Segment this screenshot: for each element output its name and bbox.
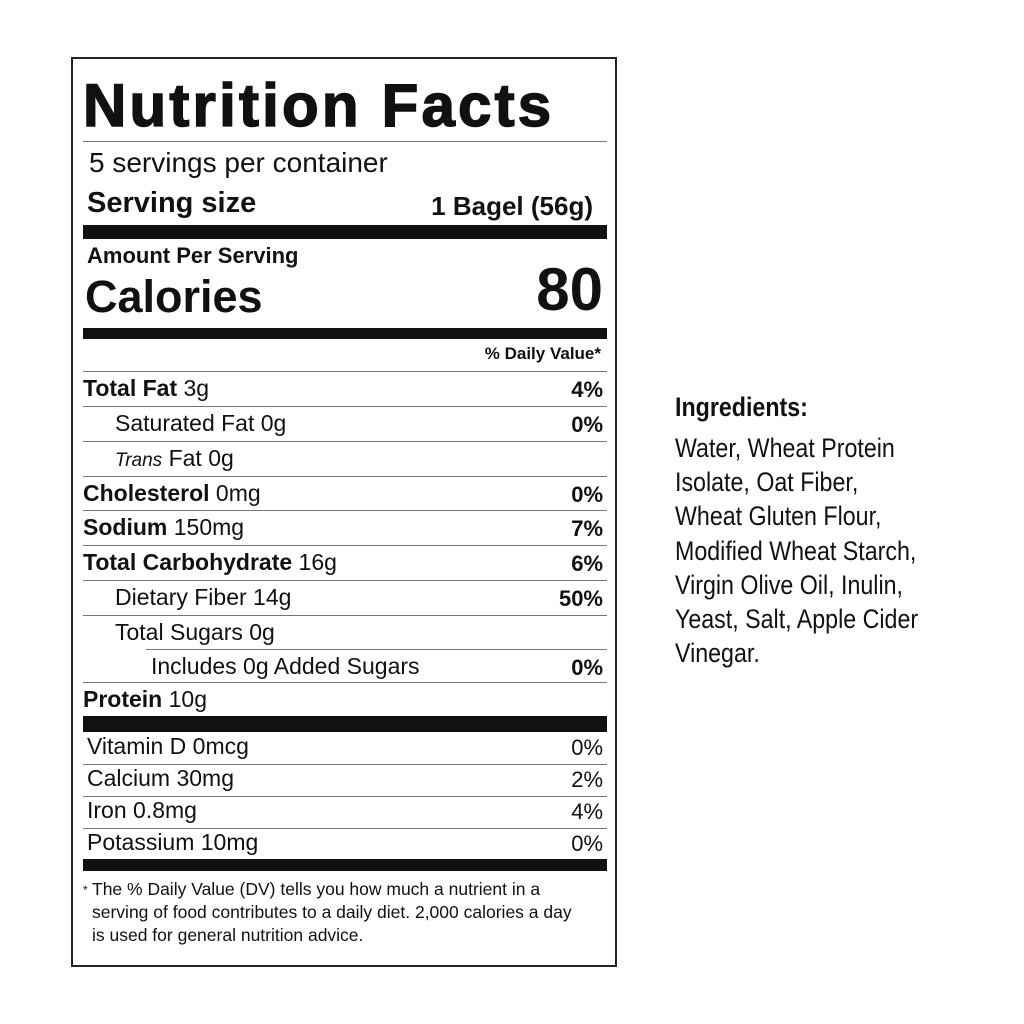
daily-value-header: % Daily Value* <box>484 344 601 363</box>
nutrient-name: Total Carbohydrate 16g <box>83 549 337 576</box>
calories-label: Calories <box>85 271 263 322</box>
nutrient-name: Cholesterol 0mg <box>83 480 261 507</box>
divider <box>83 476 607 477</box>
nutrient-name: Total Sugars 0g <box>115 619 275 646</box>
vitamin-name: Calcium 30mg <box>87 765 234 791</box>
nutrient-amount: 0g <box>260 410 287 436</box>
divider <box>83 682 607 683</box>
divider <box>146 649 607 650</box>
vitamin-row: Iron 0.8mg 4% <box>83 797 603 828</box>
divider <box>83 615 607 616</box>
daily-value-percent: 0% <box>571 412 603 437</box>
ingredients-line: Water, Wheat Protein <box>675 433 895 463</box>
divider <box>83 510 607 511</box>
vitamin-row: Vitamin D 0mcg 0% <box>83 733 603 764</box>
nutrient-amount: 14g <box>253 584 292 610</box>
daily-value-percent: 6% <box>571 551 603 576</box>
servings-per-container: 5 servings per container <box>89 147 388 178</box>
nutrient-row: Cholesterol 0mg 0% <box>83 477 603 511</box>
daily-value-percent: 0% <box>571 655 603 680</box>
nutrient-label: Includes 0g Added Sugars <box>151 653 420 679</box>
nutrient-name: Protein 10g <box>83 686 207 713</box>
nutrient-row: Dietary Fiber 14g 50% <box>83 581 603 615</box>
divider <box>83 406 607 407</box>
nutrient-label: Cholesterol <box>83 480 210 506</box>
daily-value-percent: 7% <box>571 516 603 541</box>
footnote-star: * <box>83 883 88 897</box>
thick-divider <box>83 328 607 339</box>
daily-value-percent: 0% <box>571 482 603 507</box>
nutrient-row: Total Fat 3g 4% <box>83 372 603 406</box>
serving-size-label: Serving size <box>87 187 257 219</box>
nutrient-amount: 16g <box>298 549 337 575</box>
nutrient-name: Total Fat 3g <box>83 375 209 402</box>
nutrient-label: Protein <box>83 686 163 712</box>
nutrient-row: Saturated Fat 0g 0% <box>83 407 603 441</box>
footnote-line: The % Daily Value (DV) tells you how muc… <box>92 879 541 899</box>
nutrient-row: Sodium 150mg 7% <box>83 511 603 545</box>
nutrient-label: Total Sugars <box>115 619 243 645</box>
divider <box>83 828 607 829</box>
label-title: Nutrition Facts <box>82 71 555 140</box>
vitamin-row: Potassium 10mg 0% <box>83 829 603 860</box>
amount-per-serving: Amount Per Serving <box>87 243 299 268</box>
ingredients-line: Wheat Gluten Flour, <box>675 501 882 532</box>
nutrient-row: Trans Fat 0g <box>83 442 603 476</box>
vitamin-name: Iron 0.8mg <box>87 797 197 823</box>
nutrient-amount: 0g <box>249 619 275 645</box>
nutrient-name: Sodium 150mg <box>83 514 244 541</box>
ingredients-line: Yeast, Salt, Apple Cider <box>675 604 919 634</box>
nutrient-name: Dietary Fiber 14g <box>115 584 291 611</box>
nutrient-row: Protein 10g <box>83 683 603 717</box>
ingredients-line: Isolate, Oat Fiber, <box>675 467 859 498</box>
nutrient-label: Total Carbohydrate <box>83 549 293 575</box>
ingredients-line: Virgin Olive Oil, Inulin, <box>675 569 903 600</box>
footnote-line: is used for general nutrition advice. <box>92 925 364 945</box>
divider <box>83 545 607 546</box>
nutrient-row: Total Sugars 0g <box>83 616 603 650</box>
ingredients-heading: Ingredients: <box>675 392 808 422</box>
calories-value: 80 <box>536 256 603 323</box>
daily-value-percent: 2% <box>571 767 603 792</box>
nutrient-row: Total Carbohydrate 16g 6% <box>83 546 603 580</box>
divider <box>83 371 607 372</box>
divider <box>83 441 607 442</box>
daily-value-percent: 0% <box>571 831 603 856</box>
nutrient-label: Sodium <box>83 514 168 540</box>
divider <box>83 580 607 581</box>
divider <box>83 764 607 765</box>
nutrient-amount: 10g <box>168 686 207 712</box>
nutrient-label: Total Fat <box>83 375 178 401</box>
nutrient-row: Includes 0g Added Sugars 0% <box>83 650 603 684</box>
thick-divider <box>83 716 607 732</box>
divider <box>83 796 607 797</box>
vitamin-name: Vitamin D 0mcg <box>87 733 249 759</box>
footnote-line: serving of food contributes to a daily d… <box>92 902 572 922</box>
daily-value-percent: 0% <box>571 735 603 760</box>
nutrient-label: Dietary Fiber <box>115 584 247 610</box>
nutrient-label: Trans <box>115 450 163 471</box>
nutrient-label-suffix: Fat <box>168 445 202 471</box>
daily-value-percent: 4% <box>571 377 603 402</box>
ingredients-line: Vinegar. <box>675 638 760 669</box>
vitamin-name: Potassium 10mg <box>87 829 259 855</box>
nutrient-amount: 3g <box>183 375 210 401</box>
nutrient-amount: 150mg <box>173 514 245 540</box>
daily-value-percent: 4% <box>571 799 603 824</box>
thick-divider <box>83 225 607 239</box>
ingredients-line: Modified Wheat Starch, <box>675 535 917 566</box>
nutrient-name: Trans Fat 0g <box>115 445 234 472</box>
serving-size-value: 1 Bagel (56g) <box>431 191 593 221</box>
divider <box>83 141 607 142</box>
daily-value-percent: 50% <box>558 586 603 611</box>
nutrition-facts-label: Nutrition Facts 5 servings per container… <box>71 57 617 967</box>
vitamin-row: Calcium 30mg 2% <box>83 765 603 796</box>
nutrient-name: Includes 0g Added Sugars <box>151 653 420 680</box>
nutrient-amount: 0g <box>208 445 234 471</box>
thick-divider <box>83 859 607 871</box>
nutrient-amount: 0mg <box>215 480 261 506</box>
nutrient-name: Saturated Fat 0g <box>115 410 286 437</box>
nutrient-label: Saturated Fat <box>115 410 255 436</box>
